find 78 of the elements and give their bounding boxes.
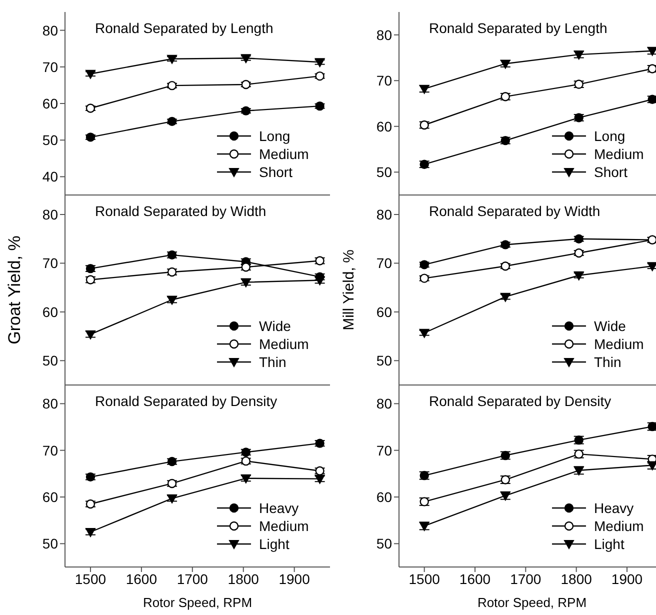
x-tick-label: 1600 (459, 570, 491, 587)
legend-label: Medium (594, 517, 644, 535)
legend-label: Heavy (594, 499, 634, 517)
y-tick-label: 80 (376, 206, 392, 222)
legend-label: Thin (259, 353, 286, 371)
y-tick-label: 50 (376, 536, 392, 552)
point (241, 80, 251, 90)
y-tick-label: 50 (42, 132, 58, 148)
y-tick-label: 50 (376, 352, 392, 369)
y-tick-label: 70 (376, 442, 392, 458)
legend-label: Heavy (259, 499, 299, 517)
point (167, 54, 178, 64)
legend-label: Medium (259, 517, 309, 535)
x-tick-label: 1800 (228, 570, 260, 587)
legend-label: Short (594, 163, 628, 181)
legend-label: Medium (259, 335, 309, 353)
text: Ronald Separated by Density (95, 393, 278, 409)
y-tick-label: 60 (376, 488, 392, 505)
legend-label: Thin (594, 353, 622, 371)
point (240, 54, 251, 64)
y-tick-label: 40 (42, 168, 58, 185)
text: Ronald Separated by Width (95, 203, 266, 219)
x-tick-label: 1700 (176, 570, 208, 587)
legend-label: Short (259, 163, 292, 181)
y-tick-label: 50 (376, 164, 392, 180)
point (574, 248, 584, 258)
legend-label: Wide (594, 317, 626, 335)
x-tick-label: 1500 (74, 570, 106, 587)
y-tick-label: 50 (42, 352, 58, 369)
legend-label: Wide (259, 317, 291, 335)
y-tick-label: 70 (376, 72, 392, 89)
x-tick-label: 1900 (278, 570, 310, 587)
y-tick-label: 80 (42, 22, 58, 38)
y-tick-label: 60 (42, 304, 58, 320)
legend-label: Medium (594, 335, 644, 353)
y-tick-label: 50 (42, 536, 58, 552)
legend-label: Medium (259, 145, 309, 163)
point (647, 262, 656, 272)
y-tick-label: 80 (42, 206, 58, 222)
point (574, 271, 584, 280)
text: Ronald Separated by Density (429, 393, 612, 409)
text: Ronald Separated by Width (429, 203, 600, 219)
x-tick-label: 1500 (408, 570, 440, 587)
y-tick-label: 60 (42, 488, 58, 505)
legend-label: Medium (594, 145, 644, 163)
y-tick-label: 60 (376, 118, 392, 134)
x-axis-title: Rotor Speed, RPM (142, 595, 252, 610)
x-tick-label: 1600 (126, 570, 158, 587)
y-tick-label: 60 (42, 95, 58, 112)
point (315, 71, 324, 81)
x-tick-label: 1700 (510, 570, 542, 587)
x-axis-title: Rotor Speed, RPM (477, 595, 587, 610)
point (419, 328, 430, 338)
legend-label: Long (259, 127, 290, 145)
point (85, 70, 96, 79)
legend-label: Light (594, 535, 624, 553)
legend-label: Long (594, 127, 626, 145)
point (314, 58, 325, 68)
point (241, 106, 251, 116)
y-axis-title: Groat Yield, % (5, 236, 25, 344)
y-tick-label: 60 (376, 304, 392, 320)
text: Ronald Separated by Length (429, 20, 608, 36)
text: Ronald Separated by Length (95, 20, 274, 36)
y-axis-title: Mill Yield, % (340, 250, 358, 330)
x-tick-label: 1800 (560, 570, 592, 587)
point (315, 101, 324, 111)
point (500, 292, 510, 302)
y-tick-label: 70 (376, 255, 392, 272)
y-tick-label: 80 (376, 26, 392, 43)
y-tick-label: 70 (42, 255, 58, 272)
y-tick-label: 70 (42, 58, 58, 75)
y-tick-label: 80 (376, 396, 392, 412)
y-tick-label: 70 (42, 442, 58, 458)
legend-label: Light (259, 535, 290, 553)
y-tick-label: 80 (42, 396, 58, 412)
point (86, 104, 96, 113)
x-tick-label: 1900 (611, 570, 643, 587)
point (86, 132, 96, 142)
